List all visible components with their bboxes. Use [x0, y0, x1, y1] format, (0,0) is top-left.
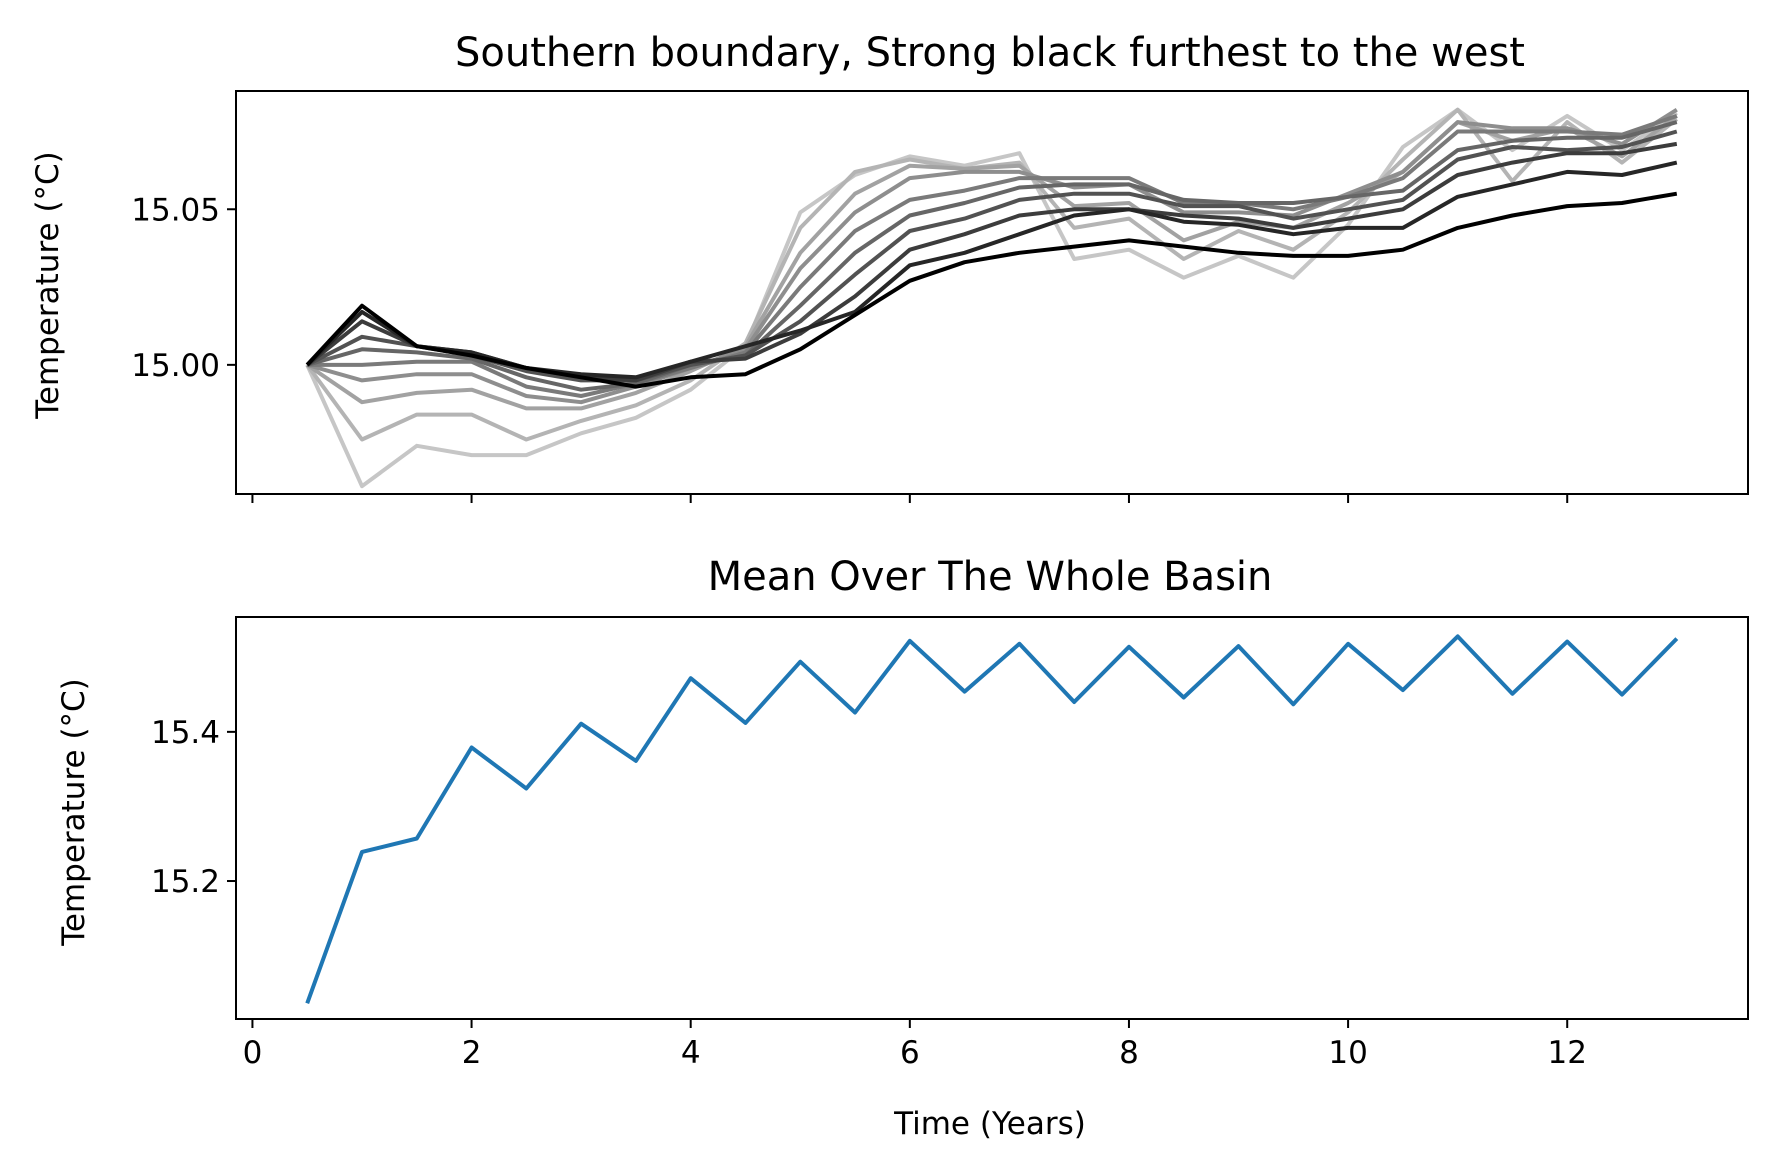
bottom-x-tick-label: 0: [243, 1035, 263, 1071]
bottom-chart-title: Mean Over The Whole Basin: [708, 554, 1273, 600]
top-panel: Southern boundary, Strong black furthest…: [30, 30, 1749, 503]
top-y-tick-label: 15.05: [131, 192, 220, 228]
bottom-x-axis-label: Time (Years): [893, 1106, 1086, 1142]
top-series-line-8: [305, 141, 1678, 383]
bottom-x-tick-label: 2: [462, 1035, 482, 1071]
bottom-y-tick-label: 15.4: [151, 715, 220, 751]
bottom-x-tick-label: 8: [1119, 1035, 1139, 1071]
top-series-line-5: [307, 114, 1678, 398]
bottom-x-tick-label: 12: [1547, 1035, 1586, 1071]
bottom-series-line-1: [305, 634, 1679, 1004]
top-axes-frame: [235, 90, 1749, 495]
top-series-line-4: [306, 108, 1678, 405]
top-y-tick-label: 15.00: [131, 348, 220, 384]
bottom-axes-frame: [235, 616, 1749, 1020]
top-chart-title: Southern boundary, Strong black furthest…: [455, 30, 1525, 76]
bottom-x-tick-label: 6: [900, 1035, 920, 1071]
top-plot-lines: [305, 107, 1679, 489]
bottom-x-tick-label: 10: [1328, 1035, 1367, 1071]
top-y-ticks: 15.00 15.05: [131, 192, 236, 384]
bottom-plot-lines: [305, 634, 1679, 1004]
bottom-panel: Mean Over The Whole Basin Temperature (°…: [56, 554, 1749, 1142]
bottom-y-tick-label: 15.2: [151, 864, 220, 900]
bottom-y-axis-label: Temperature (°C): [56, 678, 92, 947]
top-x-ticks: [251, 494, 1569, 503]
top-series-line-6: [306, 120, 1678, 392]
top-y-axis-label: Temperature (°C): [30, 151, 66, 420]
bottom-y-ticks: 15.2 15.4: [151, 715, 236, 900]
top-series-line-7: [306, 129, 1678, 383]
bottom-x-tick-label: 4: [681, 1035, 701, 1071]
top-series-line-10: [305, 191, 1678, 389]
bottom-x-ticks: 0 2 4 6 8 10 12: [243, 1019, 1587, 1071]
